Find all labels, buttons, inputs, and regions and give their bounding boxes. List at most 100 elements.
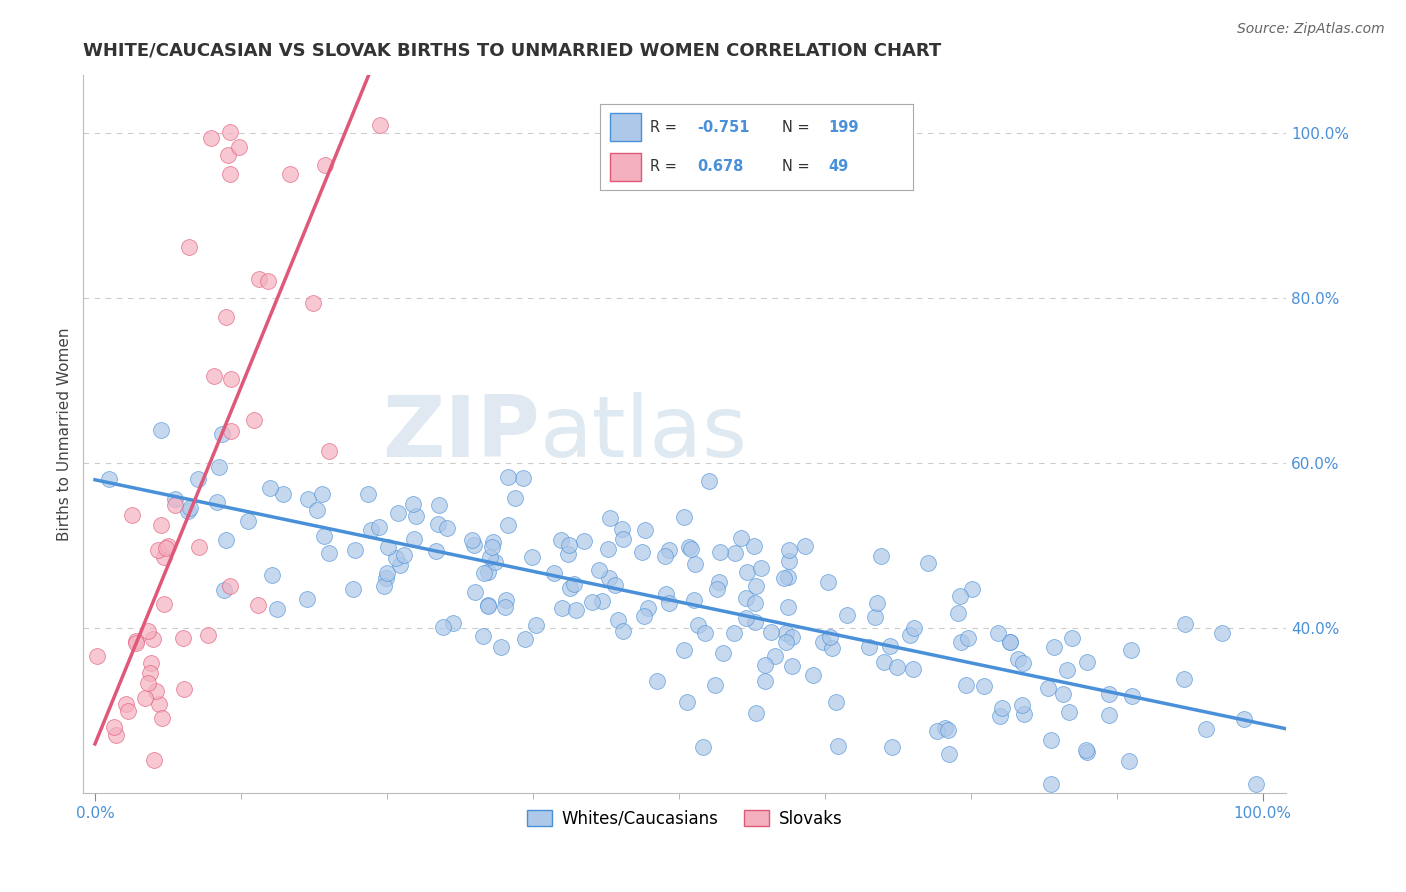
Point [513,632,536,647]
Point [817,574,839,589]
Text: Source: ZipAtlas.com: Source: ZipAtlas.com [1237,22,1385,37]
Point [603,578,626,592]
Point [709,545,731,559]
Point [658,542,681,557]
Point [117,704,139,718]
Point [427,498,450,512]
Point [778,554,800,568]
Point [491,640,513,654]
Point [866,596,889,610]
Point [938,747,960,761]
Point [1057,705,1080,719]
Point [744,615,766,629]
Point [610,522,633,536]
Point [297,491,319,506]
Point [917,556,939,570]
Point [634,523,657,537]
Point [955,678,977,692]
Point [215,533,238,547]
Point [177,504,200,518]
Point [342,582,364,596]
Point [172,631,194,645]
Point [987,626,1010,640]
Point [825,695,848,709]
Point [776,599,799,614]
Point [973,679,995,693]
Point [318,444,340,458]
Point [477,565,499,579]
Text: WHITE/CAUCASIAN VS SLOVAK BIRTHS TO UNMARRIED WOMEN CORRELATION CHART: WHITE/CAUCASIAN VS SLOVAK BIRTHS TO UNMA… [83,42,942,60]
Point [1040,777,1063,791]
Point [879,640,901,654]
Point [218,579,240,593]
Point [188,541,211,555]
Point [148,543,170,558]
Point [481,535,503,549]
Point [1060,632,1083,646]
Point [103,720,125,734]
Point [813,635,835,649]
Point [149,518,172,533]
Point [520,550,543,565]
Point [217,148,239,162]
Point [368,118,391,132]
Point [742,539,765,553]
Point [503,491,526,505]
Point [228,140,250,154]
Point [558,582,581,596]
Point [778,542,800,557]
Point [749,561,772,575]
Point [311,487,333,501]
Point [709,575,731,590]
Point [801,667,824,681]
Point [1074,743,1097,757]
Point [704,678,727,692]
Point [880,739,903,754]
Point [512,471,534,485]
Point [357,487,380,501]
Point [763,648,786,663]
Point [142,753,165,767]
Point [724,546,747,560]
Point [598,541,620,556]
Point [314,158,336,172]
Point [558,538,581,552]
Point [145,684,167,698]
Point [496,470,519,484]
Point [214,582,236,597]
Point [219,125,242,139]
Point [246,598,269,612]
Point [302,296,325,310]
Point [654,587,676,601]
Point [200,131,222,145]
Point [219,424,242,438]
Point [307,502,329,516]
Point [97,472,120,486]
Point [695,625,717,640]
Point [706,582,728,596]
Point [658,596,681,610]
Point [682,593,704,607]
Point [377,540,399,554]
Point [464,585,486,599]
Point [156,539,179,553]
Point [271,487,294,501]
Point [1098,687,1121,701]
Point [402,497,425,511]
Point [205,495,228,509]
Point [360,523,382,537]
Point [460,533,482,548]
Point [835,608,858,623]
Point [375,571,398,585]
Point [562,577,585,591]
Point [121,508,143,522]
Point [150,711,173,725]
Point [257,274,280,288]
Point [591,593,613,607]
Point [441,615,464,630]
Point [104,728,127,742]
Point [148,697,170,711]
Point [818,631,841,645]
Point [744,596,766,610]
Point [215,310,238,325]
